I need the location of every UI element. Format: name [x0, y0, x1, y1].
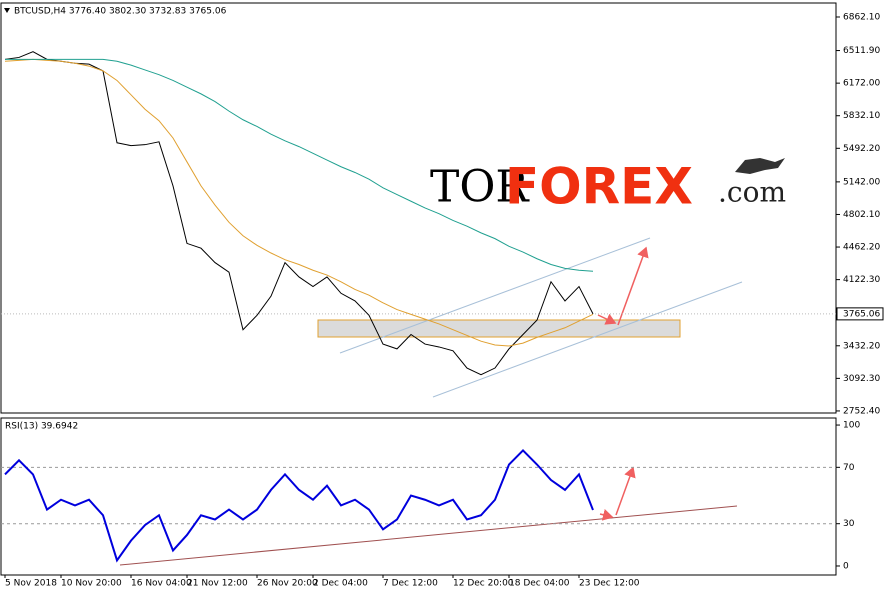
series-line	[4, 448, 594, 563]
series-line	[5, 58, 594, 272]
channel-line	[432, 281, 743, 398]
y-tick-label: 3432.20	[843, 341, 880, 351]
series-line	[4, 58, 594, 347]
logo-part: .com	[718, 176, 786, 209]
y-tick-label: 2752.40	[843, 406, 880, 416]
y-tick-label: 100	[843, 421, 860, 431]
price-title: BTCUSD,H4 3776.40 3802.30 3732.83 3765.0…	[14, 7, 227, 17]
rsi-title: RSI(13) 39.6942	[5, 422, 78, 432]
arrow	[599, 508, 614, 521]
x-tick-label: 2 Dec 04:00	[313, 579, 368, 589]
logo-part: TOR	[430, 162, 530, 213]
support-zone	[317, 319, 681, 338]
x-tick-label: 26 Nov 20:00	[257, 579, 318, 589]
logo: TOR FOREX .com	[430, 158, 786, 216]
y-tick-label: 30	[843, 519, 855, 529]
y-tick-label: 0	[843, 561, 849, 571]
y-tick-label: 4802.10	[843, 210, 880, 220]
x-tick-label: 18 Dec 04:00	[509, 579, 570, 589]
bull-icon	[735, 158, 785, 174]
x-tick-label: 5 Nov 2018	[5, 579, 57, 589]
x-tick-label: 16 Nov 04:00	[131, 579, 192, 589]
trend-line	[119, 505, 738, 566]
x-tick-label: 23 Dec 12:00	[579, 579, 640, 589]
y-tick-label: 6862.10	[843, 12, 880, 22]
arrow	[615, 466, 636, 516]
y-tick-label: 6511.90	[843, 46, 880, 56]
x-tick-label: 7 Dec 12:00	[383, 579, 438, 589]
y-tick-label: 3092.30	[843, 374, 880, 384]
rsi-frame	[0, 417, 837, 576]
y-tick-label: 5142.00	[843, 177, 880, 187]
x-tick-label: 10 Nov 20:00	[61, 579, 122, 589]
y-tick-label: 4122.30	[843, 275, 880, 285]
price-frame	[0, 2, 837, 414]
arrow	[597, 313, 617, 325]
last-price-label: 3765.06	[843, 309, 880, 319]
menu-arrow	[4, 8, 10, 13]
y-tick-label: 70	[843, 463, 855, 473]
logo-part: FOREX	[505, 158, 693, 216]
y-tick-label: 4462.20	[843, 243, 880, 253]
arrow	[617, 246, 649, 326]
channel-line	[339, 237, 651, 354]
y-tick-label: 5832.10	[843, 111, 880, 121]
y-tick-label: 6172.00	[843, 79, 880, 89]
x-tick-label: 21 Nov 12:00	[187, 579, 248, 589]
y-tick-label: 5492.20	[843, 144, 880, 154]
x-tick-label: 12 Dec 20:00	[453, 579, 514, 589]
last-price-box	[836, 307, 884, 321]
